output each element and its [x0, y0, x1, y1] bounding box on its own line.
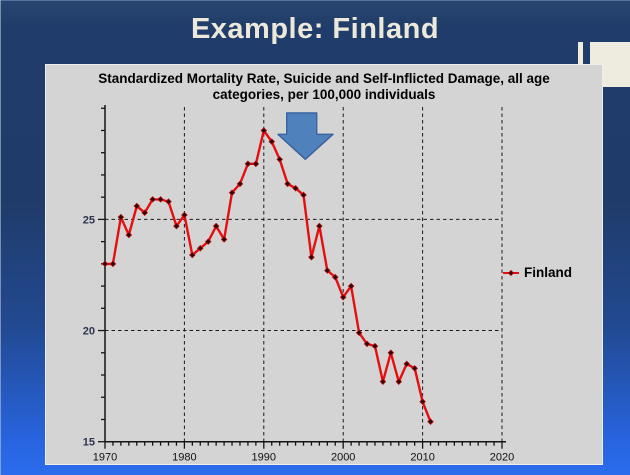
legend: Finland [503, 265, 572, 280]
line-chart: 15 20 25 1970 1980 1990 2000 2010 2020 [83, 105, 514, 464]
svg-text:2010: 2010 [410, 452, 434, 464]
y-axis-ticks: 15 20 25 [83, 107, 105, 449]
slide-title: Example: Finland [190, 13, 440, 45]
svg-text:25: 25 [83, 214, 95, 226]
svg-text:15: 15 [83, 437, 95, 449]
series-line-finland [103, 129, 432, 423]
axes [104, 105, 506, 443]
svg-text:1980: 1980 [172, 452, 196, 464]
svg-text:1970: 1970 [93, 452, 117, 464]
down-arrow-shape [277, 112, 334, 161]
svg-text:20: 20 [83, 326, 95, 338]
svg-text:2000: 2000 [331, 452, 355, 464]
chart-panel: Standardized Mortality Rate, Suicide and… [45, 64, 603, 465]
x-axis-ticks: 1970 1980 1990 2000 2010 2020 [93, 441, 514, 464]
gridlines [105, 107, 503, 442]
chart-title: Standardized Mortality Rate, Suicide and… [46, 71, 602, 103]
legend-line-marker-icon [503, 269, 519, 276]
series-markers [101, 127, 434, 425]
svg-text:1990: 1990 [252, 452, 276, 464]
chart-title-line2: categories, per 100,000 individuals [212, 87, 436, 102]
svg-text:2020: 2020 [490, 452, 514, 464]
decorative-bar [578, 42, 583, 80]
chart-title-line1: Standardized Mortality Rate, Suicide and… [98, 71, 550, 86]
legend-label: Finland [524, 265, 572, 280]
